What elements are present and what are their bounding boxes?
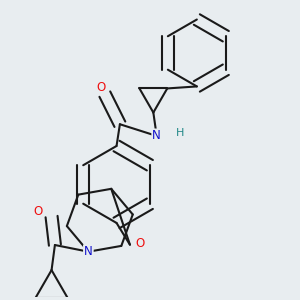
Text: N: N [84,245,93,258]
Text: O: O [97,81,106,94]
Text: O: O [34,205,43,218]
Text: O: O [135,236,145,250]
Text: H: H [176,128,184,138]
Text: N: N [152,129,161,142]
